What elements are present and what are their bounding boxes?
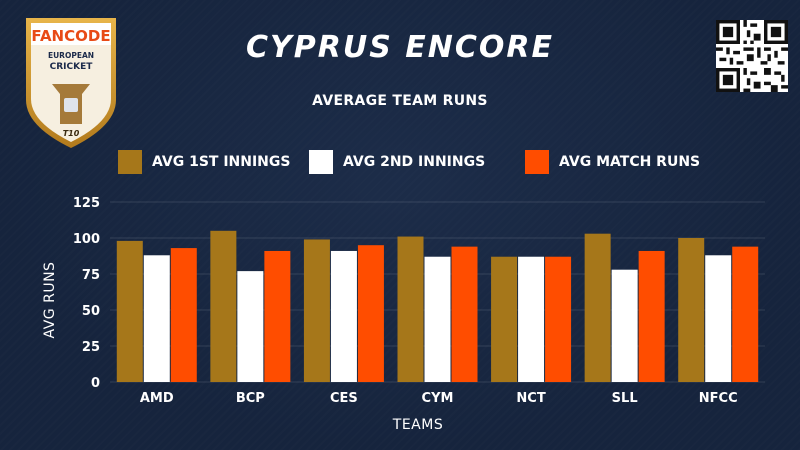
legend-item-2nd-innings: AVG 2ND INNINGS bbox=[309, 150, 485, 174]
legend-label: AVG 2ND INNINGS bbox=[343, 154, 486, 170]
y-tick-label: 50 bbox=[82, 304, 100, 319]
bar-ces-series-3 bbox=[357, 245, 384, 382]
x-tick-label: NCT bbox=[516, 391, 545, 406]
x-tick-label: NFCC bbox=[699, 391, 738, 406]
bar-bcp-series-1 bbox=[210, 230, 237, 382]
y-tick-label: 75 bbox=[82, 268, 100, 283]
x-tick-label: BCP bbox=[236, 391, 265, 406]
y-tick-label: 125 bbox=[73, 196, 100, 211]
logo-line1: EUROPEAN bbox=[48, 51, 94, 60]
bar-amd-series-3 bbox=[170, 248, 197, 382]
legend-swatch bbox=[118, 150, 142, 174]
y-tick-label: 0 bbox=[91, 376, 100, 391]
bar-sll-series-3 bbox=[638, 250, 665, 382]
legend-item-1st-innings: AVG 1ST INNINGS bbox=[118, 150, 290, 174]
bar-nfcc-series-2 bbox=[705, 255, 732, 382]
bar-nct-series-1 bbox=[491, 256, 518, 382]
bar-sll-series-1 bbox=[584, 233, 611, 382]
x-tick-label: AMD bbox=[140, 391, 174, 406]
bar-bcp-series-2 bbox=[237, 271, 264, 382]
legend-item-match-runs: AVG MATCH RUNS bbox=[525, 150, 700, 174]
y-tick-label: 100 bbox=[73, 232, 100, 247]
x-axis-title: TEAMS bbox=[392, 417, 443, 433]
bar-nct-series-3 bbox=[545, 256, 572, 382]
legend-swatch bbox=[525, 150, 549, 174]
y-axis-title: AVG RUNS bbox=[42, 262, 58, 339]
legend-label: AVG 1ST INNINGS bbox=[152, 154, 291, 170]
logo-badge: T10 bbox=[63, 129, 80, 138]
bar-ces-series-1 bbox=[303, 239, 330, 382]
logo-brand: FANCODE bbox=[31, 27, 110, 45]
bar-cym-series-2 bbox=[424, 256, 451, 382]
logo-line2: CRICKET bbox=[50, 62, 94, 72]
page-title: CYPRUS ENCORE bbox=[246, 30, 554, 65]
y-tick-label: 25 bbox=[82, 340, 100, 355]
qr-code-icon bbox=[716, 20, 788, 92]
bar-cym-series-1 bbox=[397, 236, 424, 382]
bar-amd-series-2 bbox=[143, 255, 170, 382]
bar-nct-series-2 bbox=[518, 256, 545, 382]
x-tick-label: CES bbox=[330, 391, 358, 406]
bar-cym-series-3 bbox=[451, 246, 478, 382]
legend-swatch bbox=[309, 150, 333, 174]
bar-bcp-series-3 bbox=[264, 250, 291, 382]
bar-sll-series-2 bbox=[611, 269, 638, 382]
chart-legend: AVG 1ST INNINGS AVG 2ND INNINGS AVG MATC… bbox=[0, 150, 800, 174]
chart-subtitle: AVERAGE TEAM RUNS bbox=[312, 93, 488, 109]
bar-ces-series-2 bbox=[330, 250, 357, 382]
bar-nfcc-series-3 bbox=[732, 246, 759, 382]
x-tick-label: SLL bbox=[612, 391, 638, 406]
fancode-ecs-logo: FANCODE EUROPEAN CRICKET T10 bbox=[26, 18, 116, 148]
legend-label: AVG MATCH RUNS bbox=[559, 154, 701, 170]
x-tick-label: CYM bbox=[422, 391, 454, 406]
bar-nfcc-series-1 bbox=[678, 238, 705, 382]
bar-amd-series-1 bbox=[116, 240, 143, 382]
